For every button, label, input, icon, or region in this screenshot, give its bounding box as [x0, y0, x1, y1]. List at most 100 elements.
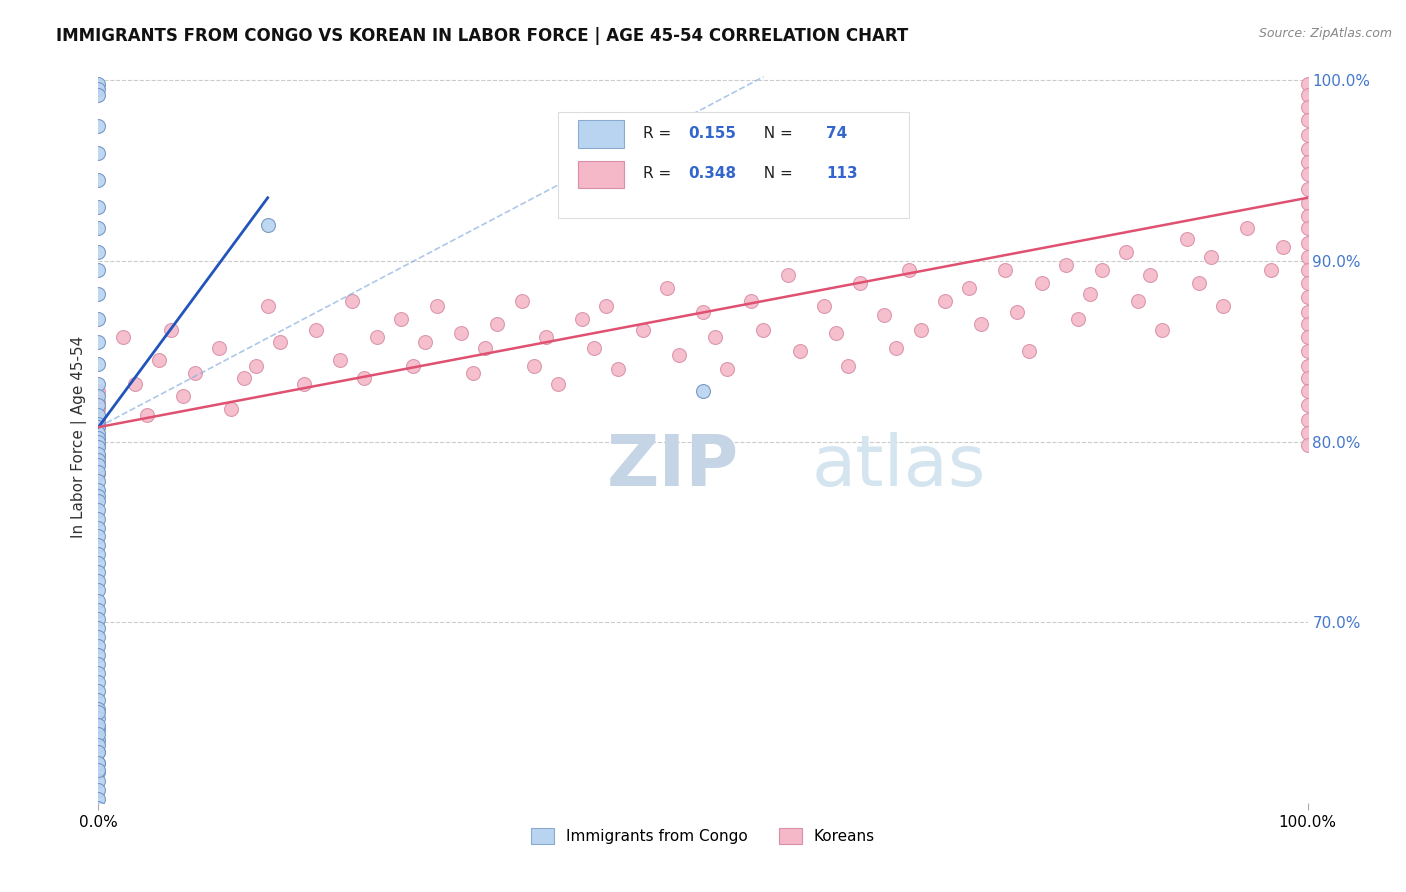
Y-axis label: In Labor Force | Age 45-54: In Labor Force | Age 45-54	[72, 336, 87, 538]
Point	[752, 323, 775, 337]
Point	[402, 359, 425, 373]
Point	[87, 764, 110, 778]
Point	[740, 293, 762, 308]
Point	[160, 323, 183, 337]
FancyBboxPatch shape	[578, 120, 624, 148]
Point	[668, 348, 690, 362]
Point	[1296, 263, 1319, 277]
Point	[87, 745, 110, 759]
Point	[87, 311, 110, 326]
Point	[87, 657, 110, 671]
Point	[87, 420, 110, 434]
Point	[87, 77, 110, 91]
Point	[87, 434, 110, 449]
Point	[957, 281, 980, 295]
Point	[1018, 344, 1040, 359]
Point	[87, 431, 110, 445]
Point	[87, 483, 110, 498]
Point	[1296, 77, 1319, 91]
Point	[486, 317, 509, 331]
Point	[87, 172, 110, 186]
Point	[87, 467, 110, 482]
Point	[87, 335, 110, 350]
Point	[87, 711, 110, 725]
Point	[1236, 221, 1258, 235]
Point	[87, 674, 110, 689]
Point	[87, 593, 110, 607]
Point	[87, 417, 110, 431]
Point	[87, 431, 110, 445]
Point	[523, 359, 546, 373]
Point	[87, 449, 110, 463]
Point	[87, 376, 110, 391]
Point	[825, 326, 848, 341]
Legend: Immigrants from Congo, Koreans: Immigrants from Congo, Koreans	[524, 822, 882, 850]
Point	[87, 458, 110, 472]
Point	[208, 341, 231, 355]
Point	[1296, 154, 1319, 169]
Point	[148, 353, 170, 368]
Point	[87, 447, 110, 461]
Point	[87, 537, 110, 551]
Point	[1296, 128, 1319, 142]
Point	[342, 293, 364, 308]
Point	[463, 366, 485, 380]
Text: 113: 113	[827, 166, 858, 181]
Point	[789, 344, 811, 359]
Text: N =: N =	[754, 126, 797, 141]
Point	[87, 765, 110, 780]
Point	[87, 783, 110, 797]
Text: R =: R =	[643, 126, 676, 141]
Point	[655, 281, 678, 295]
Point	[87, 145, 110, 160]
Point	[329, 353, 352, 368]
Point	[87, 475, 110, 489]
Point	[87, 119, 110, 133]
Point	[1296, 167, 1319, 181]
Point	[87, 503, 110, 517]
Point	[256, 218, 278, 232]
Point	[1296, 304, 1319, 318]
Point	[87, 87, 110, 102]
Point	[1007, 304, 1029, 318]
Point	[87, 438, 110, 452]
Point	[1067, 311, 1090, 326]
Point	[87, 574, 110, 588]
Point	[849, 276, 872, 290]
Point	[1296, 235, 1319, 250]
Point	[1212, 299, 1234, 313]
Point	[245, 359, 267, 373]
Point	[87, 702, 110, 716]
Point	[595, 299, 617, 313]
Point	[87, 420, 110, 434]
Point	[1296, 371, 1319, 385]
Point	[87, 621, 110, 635]
Point	[87, 718, 110, 732]
Point	[1031, 276, 1053, 290]
Point	[87, 384, 110, 398]
Point	[1296, 251, 1319, 265]
Point	[873, 308, 896, 322]
Point	[1054, 258, 1077, 272]
Point	[910, 323, 932, 337]
Point	[87, 722, 110, 736]
Text: IMMIGRANTS FROM CONGO VS KOREAN IN LABOR FORCE | AGE 45-54 CORRELATION CHART: IMMIGRANTS FROM CONGO VS KOREAN IN LABOR…	[56, 27, 908, 45]
Point	[87, 732, 110, 747]
Point	[87, 512, 110, 526]
Point	[87, 602, 110, 616]
Point	[87, 556, 110, 570]
Point	[87, 683, 110, 698]
Point	[87, 611, 110, 625]
Point	[87, 458, 110, 472]
Point	[813, 299, 835, 313]
Point	[87, 639, 110, 653]
Point	[1296, 221, 1319, 235]
Point	[1296, 142, 1319, 156]
Point	[1188, 276, 1211, 290]
Point	[1091, 263, 1114, 277]
Point	[124, 376, 146, 391]
Point	[87, 528, 110, 542]
Point	[1296, 413, 1319, 427]
FancyBboxPatch shape	[578, 161, 624, 188]
Point	[305, 323, 328, 337]
